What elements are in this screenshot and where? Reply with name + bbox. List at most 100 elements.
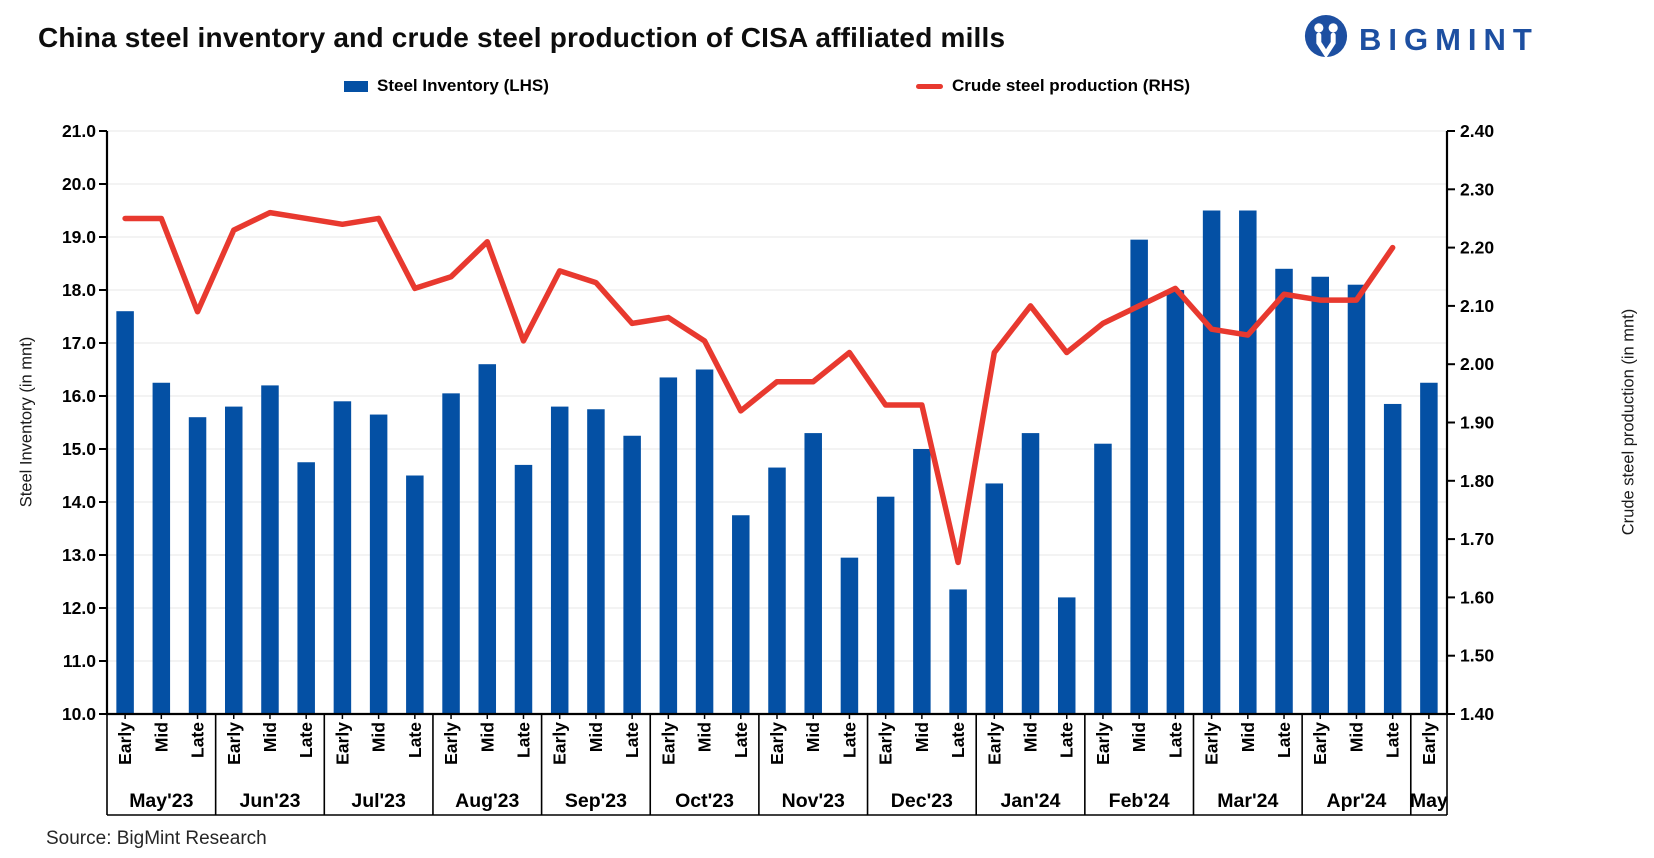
inventory-bar xyxy=(587,409,605,714)
axis-label: Late xyxy=(296,722,316,758)
production-line xyxy=(122,209,1396,566)
inventory-bar xyxy=(1021,433,1040,714)
axis-label: Mid xyxy=(1238,722,1258,752)
inventory-bar xyxy=(116,311,134,714)
axis-label: 1.80 xyxy=(1460,471,1494,491)
axis-label: Late xyxy=(513,722,533,758)
inventory-bar xyxy=(1166,290,1185,714)
inventory-bar xyxy=(1202,210,1221,714)
inventory-bar xyxy=(768,467,786,714)
inventory-bar xyxy=(333,401,352,714)
inventory-bar xyxy=(1347,284,1366,714)
inventory-bar xyxy=(659,377,678,714)
axis-label: Early xyxy=(1419,722,1439,765)
axis-label: 10.0 xyxy=(62,704,96,724)
inventory-bar xyxy=(152,382,171,714)
axis-label: Early xyxy=(1310,722,1330,765)
axis-label: Early xyxy=(984,722,1004,765)
axis-label: 2.40 xyxy=(1460,121,1494,141)
axis-label: 1.50 xyxy=(1460,646,1494,666)
inventory-bar xyxy=(369,414,388,714)
axis-label: Late xyxy=(1274,722,1294,758)
inventory-bar xyxy=(261,385,279,714)
inventory-bar xyxy=(1420,382,1438,714)
legend-line-swatch-icon xyxy=(916,83,943,89)
axis-label: Late xyxy=(622,722,642,758)
brand-name: BIGMINT xyxy=(1359,21,1539,57)
axis-label: May'23 xyxy=(129,790,193,812)
legend-bar-swatch-icon xyxy=(344,80,368,92)
legend-label-steel-inventory: Steel Inventory (LHS) xyxy=(377,76,549,95)
inventory-bar xyxy=(1239,210,1257,714)
axis-label: 1.90 xyxy=(1460,413,1494,433)
axis-label: Late xyxy=(839,722,859,758)
axis-label: 20.0 xyxy=(62,174,96,194)
axis-label: Early xyxy=(767,722,787,765)
inventory-bar xyxy=(442,393,460,714)
inventory-bar xyxy=(913,449,931,714)
axis-label: Mid xyxy=(803,722,823,752)
axis-label: Early xyxy=(1202,722,1222,765)
axis-label: Jun'23 xyxy=(239,790,300,812)
inventory-bar xyxy=(949,589,967,714)
axis-label: 12.0 xyxy=(62,598,96,618)
axis-label: Mid xyxy=(477,722,497,752)
axis-label: Jan'24 xyxy=(1001,790,1061,812)
axis-label: Mid xyxy=(151,722,171,752)
axis-label: Mid xyxy=(1129,722,1149,752)
axis-label: 2.10 xyxy=(1460,296,1494,316)
inventory-bar xyxy=(840,557,859,714)
axis-label: Mid xyxy=(1346,722,1366,752)
inventory-bar xyxy=(297,462,315,714)
legend-item-crude-production: Crude steel production (RHS) xyxy=(916,76,1190,96)
axis-label: May xyxy=(1410,790,1448,812)
axis-label: Mar'24 xyxy=(1217,790,1278,812)
axis-label: Early xyxy=(1093,722,1113,765)
axis-label: 1.70 xyxy=(1460,529,1494,549)
inventory-bar xyxy=(478,364,497,714)
axis-label: Mid xyxy=(260,722,280,752)
axis-label: 21.0 xyxy=(62,121,96,141)
inventory-bar xyxy=(804,433,822,714)
inventory-bar xyxy=(1311,276,1329,714)
axis-label: 13.0 xyxy=(62,545,96,565)
source-note: Source: BigMint Research xyxy=(46,828,267,849)
axis-label: Late xyxy=(731,722,751,758)
inventory-bar xyxy=(876,496,895,714)
axis-label: Mid xyxy=(695,722,715,752)
inventory-bar xyxy=(695,369,714,714)
axis-label: 14.0 xyxy=(62,492,96,512)
legend-label-crude-production: Crude steel production (RHS) xyxy=(952,76,1191,95)
axis-label: 17.0 xyxy=(62,333,96,353)
axis-label: 15.0 xyxy=(62,439,96,459)
axis-label: Mid xyxy=(912,722,932,752)
inventory-bar xyxy=(1094,443,1112,714)
axis-label: 18.0 xyxy=(62,280,96,300)
axis-label: Mid xyxy=(369,722,389,752)
inventory-bar xyxy=(732,515,750,714)
axis-label: Early xyxy=(876,722,896,765)
axis-label: Dec'23 xyxy=(891,790,953,812)
axis-label: 2.20 xyxy=(1460,238,1494,258)
axis-label: Early xyxy=(332,722,352,765)
inventory-bar xyxy=(1275,268,1293,714)
axis-label: 1.40 xyxy=(1460,704,1494,724)
axis-label: Late xyxy=(1383,722,1403,758)
axis-label: Apr'24 xyxy=(1326,790,1386,812)
axis-label: Mid xyxy=(1021,722,1041,752)
axis-label: Sep'23 xyxy=(565,790,627,812)
axis-label: Jul'23 xyxy=(351,790,406,812)
axis-label: Early xyxy=(115,722,135,765)
axis-label: Late xyxy=(1057,722,1077,758)
axis-label: Mid xyxy=(586,722,606,752)
inventory-bar xyxy=(550,406,569,714)
axis-label: Early xyxy=(224,722,244,765)
axis-label: Aug'23 xyxy=(455,790,519,812)
inventory-bar xyxy=(1383,403,1402,714)
inventory-bar xyxy=(1130,239,1148,714)
page-title: China steel inventory and crude steel pr… xyxy=(38,22,1006,53)
axis-label: Oct'23 xyxy=(675,790,734,812)
axis-label: 1.60 xyxy=(1460,587,1494,607)
